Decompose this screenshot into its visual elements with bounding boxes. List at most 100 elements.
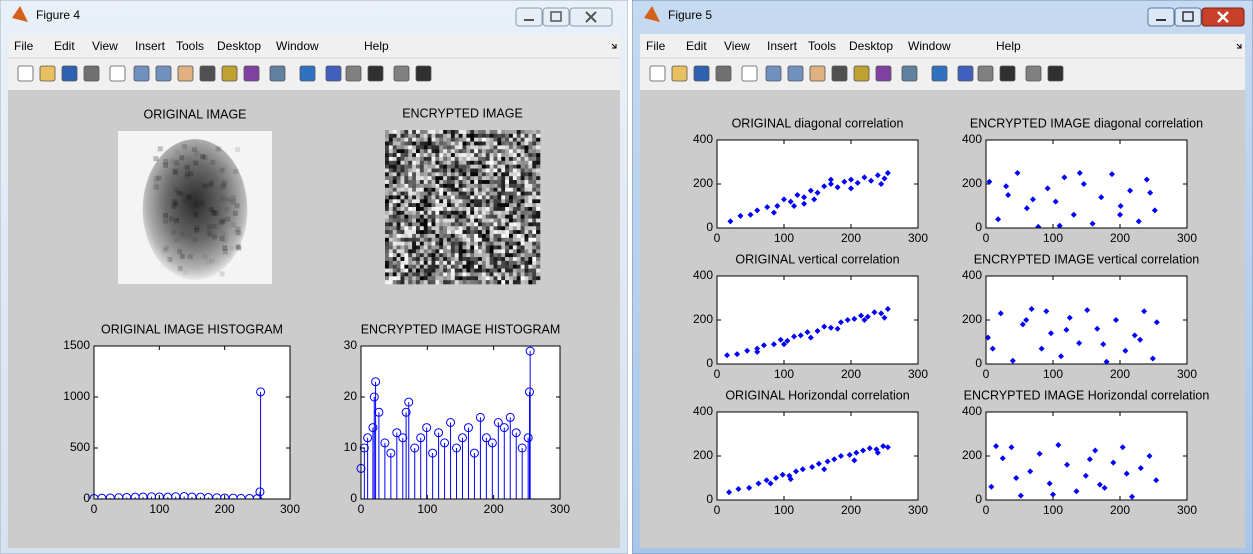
image-pixel	[412, 180, 416, 184]
toolbar-button[interactable]	[270, 66, 285, 81]
image-pixel	[404, 246, 408, 250]
image-pixel	[501, 195, 505, 199]
image-pixel	[513, 226, 517, 230]
image-pixel	[451, 138, 455, 142]
image-pixel	[505, 246, 509, 250]
toolbar-button[interactable]	[672, 66, 687, 81]
image-pixel	[424, 142, 428, 146]
image-pixel	[163, 219, 168, 224]
toolbar-button[interactable]	[694, 66, 709, 81]
toolbar-button[interactable]	[394, 66, 409, 81]
toolbar-button[interactable]	[650, 66, 665, 81]
menu-item[interactable]: View	[92, 39, 118, 53]
menu-item[interactable]: Desktop	[217, 39, 261, 53]
toolbar-button[interactable]	[326, 66, 341, 81]
menu-item[interactable]: Edit	[54, 39, 75, 53]
menu-item[interactable]: Tools	[176, 39, 204, 53]
menu-item[interactable]: Desktop	[849, 39, 893, 53]
toolbar-button[interactable]	[876, 66, 891, 81]
toolbar-button[interactable]	[932, 66, 947, 81]
toolbar-button[interactable]	[716, 66, 731, 81]
toolbar-button[interactable]	[346, 66, 361, 81]
image-pixel	[497, 215, 501, 219]
image-pixel	[486, 134, 490, 138]
image-pixel	[447, 276, 451, 280]
image-pixel	[505, 161, 509, 165]
toolbar-button[interactable]	[902, 66, 917, 81]
image-pixel	[397, 184, 401, 188]
image-pixel	[397, 180, 401, 184]
toolbar-button[interactable]	[62, 66, 77, 81]
image-pixel	[521, 238, 525, 242]
image-pixel	[389, 184, 393, 188]
image-pixel	[404, 138, 408, 142]
toolbar-button[interactable]	[368, 66, 383, 81]
menu-item[interactable]: Help	[364, 39, 389, 53]
image-pixel	[536, 203, 540, 207]
image-pixel	[532, 265, 536, 269]
toolbar-button[interactable]	[40, 66, 55, 81]
menu-item[interactable]: Insert	[767, 39, 798, 53]
toolbar-button[interactable]	[156, 66, 171, 81]
toolbar-button[interactable]	[766, 66, 781, 81]
toolbar-button[interactable]	[18, 66, 33, 81]
image-pixel	[455, 269, 459, 273]
image-pixel	[424, 272, 428, 276]
toolbar-button[interactable]	[958, 66, 973, 81]
menu-item[interactable]: Tools	[808, 39, 836, 53]
image-pixel	[486, 130, 490, 134]
image-pixel	[474, 203, 478, 207]
toolbar-button[interactable]	[810, 66, 825, 81]
toolbar-button[interactable]	[244, 66, 259, 81]
image-pixel	[517, 226, 521, 230]
image-pixel	[466, 180, 470, 184]
toolbar-button[interactable]	[84, 66, 99, 81]
toolbar-button[interactable]	[854, 66, 869, 81]
menu-item[interactable]: Insert	[135, 39, 166, 53]
menu-item[interactable]: Window	[276, 39, 319, 53]
toolbar-button[interactable]	[788, 66, 803, 81]
toolbar-button[interactable]	[1000, 66, 1015, 81]
image-pixel	[466, 157, 470, 161]
menu-item[interactable]: File	[14, 39, 34, 53]
menu-item[interactable]: Window	[908, 39, 951, 53]
image-pixel	[528, 226, 532, 230]
image-pixel	[385, 280, 389, 284]
image-pixel	[490, 180, 494, 184]
menu-item[interactable]: View	[724, 39, 750, 53]
image-pixel	[443, 195, 447, 199]
image-pixel	[497, 192, 501, 196]
toolbar-button[interactable]	[200, 66, 215, 81]
image-pixel	[509, 195, 513, 199]
image-pixel	[385, 142, 389, 146]
menu-item[interactable]: Help	[996, 39, 1021, 53]
image-pixel	[412, 203, 416, 207]
image-pixel	[528, 280, 532, 284]
image-pixel	[439, 265, 443, 269]
image-pixel	[435, 253, 439, 257]
toolbar-button[interactable]	[742, 66, 757, 81]
toolbar-button[interactable]	[110, 66, 125, 81]
toolbar-button[interactable]	[416, 66, 431, 81]
image-pixel	[497, 230, 501, 234]
menu-item[interactable]: File	[646, 39, 666, 53]
toolbar-button[interactable]	[300, 66, 315, 81]
image-pixel	[536, 172, 540, 176]
toolbar-button[interactable]	[1026, 66, 1041, 81]
toolbar-button[interactable]	[222, 66, 237, 81]
menu-item[interactable]: Edit	[686, 39, 707, 53]
image-pixel	[385, 188, 389, 192]
toolbar-button[interactable]	[1048, 66, 1063, 81]
toolbar-button[interactable]	[978, 66, 993, 81]
image-pixel	[397, 161, 401, 165]
toolbar-button[interactable]	[178, 66, 193, 81]
image-pixel	[455, 199, 459, 203]
image-pixel	[509, 238, 513, 242]
image-pixel	[416, 246, 420, 250]
image-pixel	[494, 172, 498, 176]
toolbar-button[interactable]	[134, 66, 149, 81]
image-pixel	[466, 142, 470, 146]
toolbar-button[interactable]	[832, 66, 847, 81]
image-pixel	[486, 269, 490, 273]
x-tick-label: 200	[1110, 231, 1130, 245]
